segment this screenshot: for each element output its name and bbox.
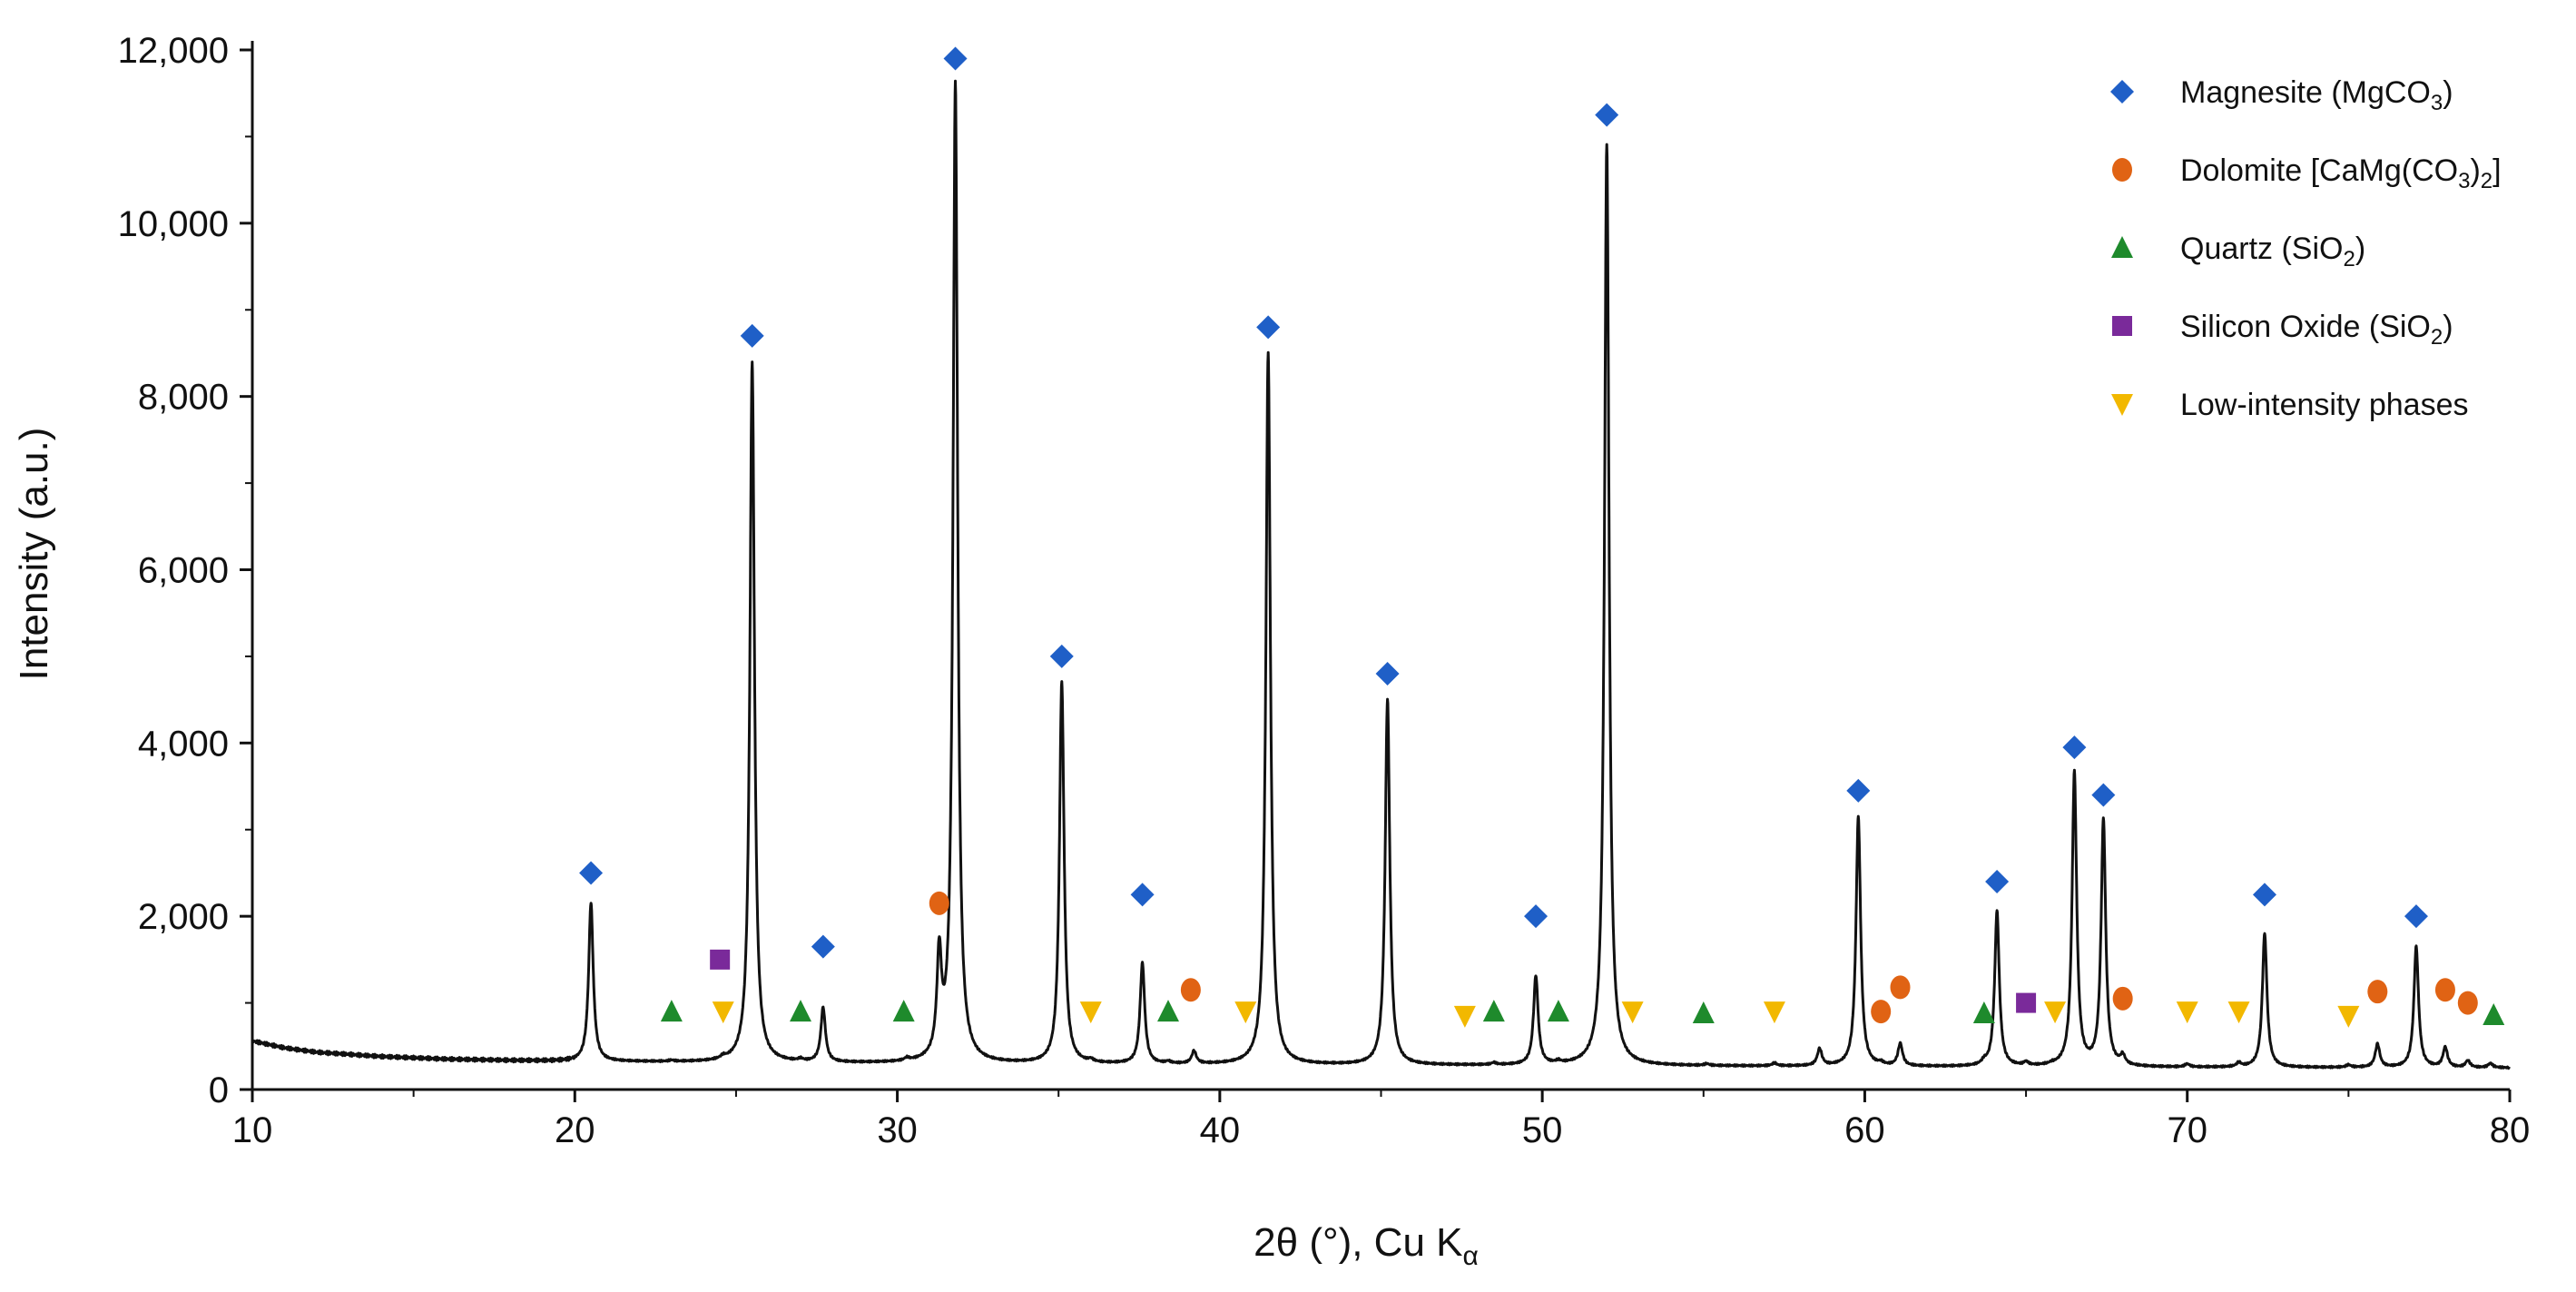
data-point-circle: [1180, 978, 1201, 1002]
legend-marker-triangle-up: [2111, 236, 2133, 258]
data-point-triangle-up: [892, 1000, 915, 1022]
data-point-diamond: [579, 861, 604, 885]
y-tick-label: 4,000: [138, 724, 229, 764]
data-point-diamond: [943, 46, 968, 71]
data-point-triangle-up: [1482, 1000, 1505, 1022]
data-point-triangle-down: [712, 1001, 734, 1024]
x-tick-label: 30: [877, 1110, 918, 1150]
legend-label: Quartz (SiO2): [2180, 232, 2365, 271]
data-point-circle: [929, 891, 949, 915]
data-point-diamond: [1846, 778, 1871, 803]
data-point-diamond: [1375, 662, 1400, 685]
x-tick-label: 60: [1844, 1110, 1885, 1150]
data-point-circle: [2112, 986, 2133, 1011]
legend-label: Dolomite [CaMg(CO3)2]: [2180, 153, 2502, 193]
x-tick-label: 70: [2167, 1110, 2207, 1150]
data-point-circle: [2434, 978, 2455, 1002]
data-point-diamond: [1985, 870, 2010, 893]
data-point-triangle-up: [1692, 1001, 1715, 1024]
x-axis-title: 2θ (°), Cu Kα: [1254, 1220, 1479, 1271]
legend-marker-circle: [2112, 158, 2132, 182]
data-point-circle: [2457, 991, 2478, 1015]
legend-label: Silicon Oxide (SiO2): [2180, 310, 2453, 350]
axes: 10 20 30 40 50 60 70 80 0 2,000 4,000 6,000 8,000 10,…: [118, 31, 2531, 1150]
y-tick-label: 8,000: [138, 378, 229, 418]
data-point-triangle-down: [1234, 1001, 1257, 1024]
data-point-diamond: [1049, 644, 1074, 668]
data-point-triangle-up: [660, 1000, 683, 1022]
data-point-triangle-down: [2176, 1001, 2198, 1024]
data-point-triangle-down: [1453, 1005, 1476, 1028]
data-point-diamond: [811, 934, 835, 959]
data-point-diamond: [2252, 883, 2276, 907]
data-point-circle: [2367, 980, 2388, 1004]
diffraction-trace: [251, 79, 2511, 1070]
series-3-markers: [710, 949, 2037, 1013]
data-point-triangle-down: [2227, 1001, 2250, 1024]
legend-marker-square: [2112, 316, 2132, 336]
x-tick-label: 10: [232, 1110, 273, 1150]
legend-label: Magnesite (MgCO3): [2180, 75, 2453, 115]
x-tick-label: 50: [1522, 1110, 1563, 1150]
series-4-markers: [712, 1001, 2360, 1028]
data-point-diamond: [2091, 783, 2116, 807]
data-point-triangle-down: [1621, 1001, 1644, 1024]
data-point-diamond: [1595, 103, 1619, 127]
data-point-diamond: [1130, 883, 1155, 907]
y-tick-label: 12,000: [118, 31, 229, 71]
y-tick-label: 2,000: [138, 897, 229, 937]
legend: Magnesite (MgCO3) Dolomite [CaMg(CO3)2] Qu…: [2110, 75, 2502, 422]
legend-label: Low-intensity phases: [2180, 388, 2469, 422]
y-tick-label: 10,000: [118, 204, 229, 244]
data-point-triangle-up: [1972, 1001, 1995, 1024]
x-tick-label: 80: [2490, 1110, 2531, 1150]
data-point-triangle-down: [1079, 1001, 1102, 1024]
data-point-diamond: [1524, 904, 1549, 929]
series-1-markers: [929, 891, 2478, 1024]
data-point-triangle-up: [1547, 1000, 1569, 1022]
data-point-diamond: [2062, 735, 2087, 760]
legend-marker-diamond: [2110, 80, 2134, 104]
y-axis-title: Intensity (a.u.): [12, 428, 56, 681]
data-point-square: [2016, 992, 2037, 1013]
data-point-diamond: [1256, 315, 1281, 340]
data-point-triangle-up: [2483, 1002, 2505, 1025]
legend-marker-triangle-down: [2111, 394, 2133, 416]
data-point-diamond: [740, 323, 764, 348]
x-tick-label: 40: [1200, 1110, 1241, 1150]
data-point-triangle-up: [1157, 1000, 1180, 1022]
y-tick-label: 6,000: [138, 551, 229, 591]
y-tick-label: 0: [209, 1070, 229, 1110]
phase-markers: [579, 46, 2505, 1028]
data-point-circle: [1890, 975, 1911, 1000]
data-point-circle: [1871, 1000, 1892, 1024]
data-point-triangle-down: [2337, 1005, 2360, 1028]
series-0-markers: [579, 46, 2428, 959]
series-2-markers: [660, 1000, 2505, 1025]
data-point-triangle-up: [789, 1000, 811, 1022]
data-point-diamond: [2404, 904, 2428, 929]
x-tick-label: 20: [555, 1110, 595, 1150]
data-point-square: [710, 949, 731, 970]
data-point-triangle-down: [1763, 1001, 1785, 1024]
intensity-line: [251, 79, 2511, 1070]
data-point-triangle-down: [2044, 1001, 2067, 1024]
